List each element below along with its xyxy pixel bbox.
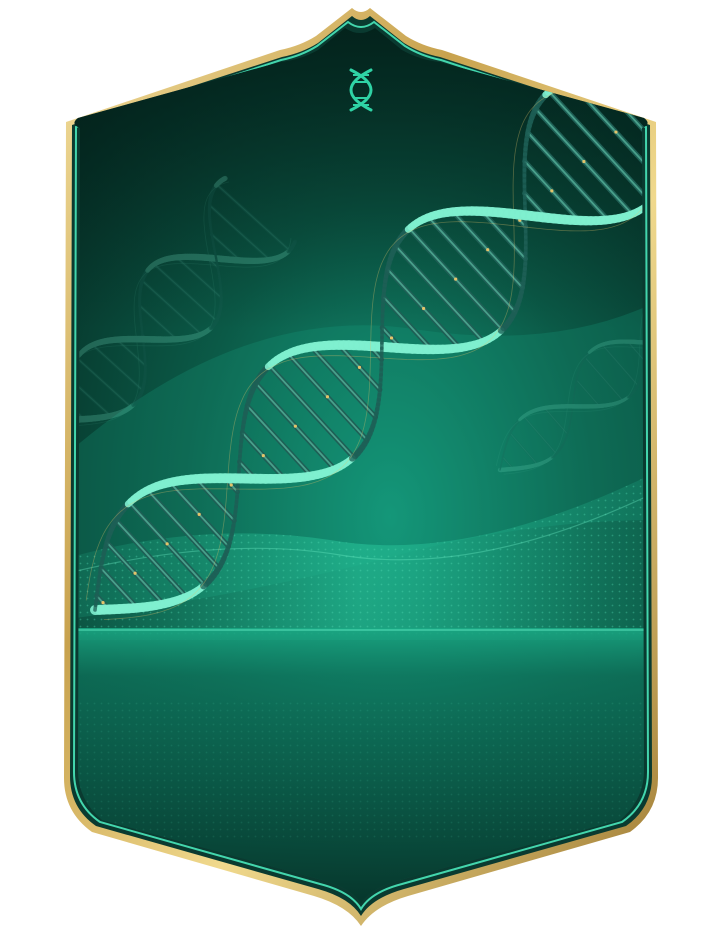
dna-icon <box>349 68 373 112</box>
floor-horizon <box>74 628 648 904</box>
card-frame-inner-line <box>72 20 650 911</box>
dna-helix-ghost-left <box>74 175 297 426</box>
card-background <box>74 28 648 904</box>
wave-band <box>74 470 648 640</box>
dna-helix-ghost-right <box>495 310 648 475</box>
